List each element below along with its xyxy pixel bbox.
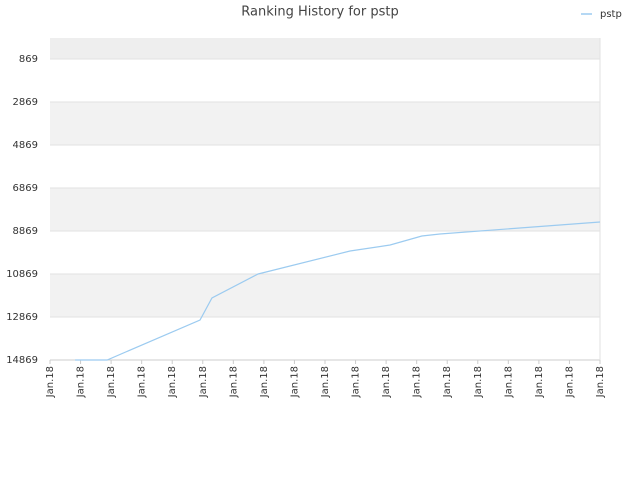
x-tick-label: Jan.18 [534, 366, 545, 398]
plot-background [50, 38, 600, 360]
x-tick-label: Jan.18 [289, 366, 300, 398]
plot-band [50, 317, 600, 360]
x-tick-label: Jan.18 [412, 366, 423, 398]
plot-band [50, 59, 600, 103]
y-tick-label: 8869 [13, 226, 38, 237]
y-tick-label: 14869 [6, 355, 38, 366]
y-tick-label: 2869 [13, 97, 38, 108]
x-tick-label: Jan.18 [106, 366, 117, 398]
x-tick-label: Jan.18 [137, 366, 148, 398]
y-tick-label: 10869 [6, 269, 38, 280]
plot-band [50, 274, 600, 318]
x-tick-label: Jan.18 [595, 366, 606, 398]
y-tick-label: 6869 [13, 183, 38, 194]
x-tick-label: Jan.18 [320, 366, 331, 398]
plot-band [50, 231, 600, 275]
y-tick-label: 4869 [13, 140, 38, 151]
series-line [75, 221, 601, 361]
x-tick-label: Jan.18 [351, 366, 362, 398]
chart-title: Ranking History for pstp [241, 5, 398, 20]
x-tick-label: Jan.18 [167, 366, 178, 398]
plot-band [50, 102, 600, 146]
y-tick-label: 869 [19, 54, 38, 65]
x-tick-label: Jan.18 [76, 366, 87, 398]
x-tick-label: Jan.18 [473, 366, 484, 398]
plot-band [50, 38, 600, 60]
x-tick-label: Jan.18 [381, 366, 392, 398]
plot-band [50, 145, 600, 189]
x-tick-label: Jan.18 [228, 366, 239, 398]
x-tick-label: Jan.18 [198, 366, 209, 398]
plot-band [50, 188, 600, 232]
x-tick-label: Jan.18 [259, 366, 270, 398]
x-tick-label: Jan.18 [564, 366, 575, 398]
x-tick-label: Jan.18 [503, 366, 514, 398]
x-tick-label: Jan.18 [45, 366, 56, 398]
y-tick-label: 12869 [6, 312, 38, 323]
x-tick-label: Jan.18 [442, 366, 453, 398]
legend-label: pstp [600, 9, 622, 20]
